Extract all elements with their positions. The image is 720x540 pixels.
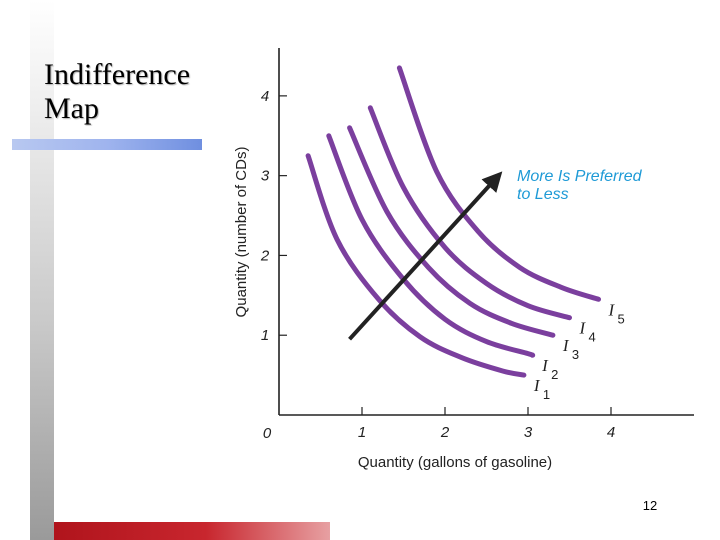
preference-annotation-line: to Less — [517, 186, 569, 203]
preference-arrow — [348, 171, 503, 341]
curve-label-subscript-3: 3 — [572, 347, 579, 362]
indifference-curve-1 — [305, 153, 527, 378]
x-tick-label: 1 — [358, 424, 366, 441]
bottom-decor-bar — [54, 522, 330, 540]
indifference-curve-2 — [326, 133, 536, 358]
curve-label-subscript-1: 1 — [543, 387, 550, 402]
y-tick-label: 4 — [261, 88, 269, 105]
x-tick-label: 3 — [524, 424, 533, 441]
y-axis-label: Quantity (number of CDs) — [233, 147, 250, 318]
slide-title-line: Indifference — [44, 58, 191, 91]
indifference-curve-3 — [347, 125, 556, 338]
curve-label-subscript-2: 2 — [551, 367, 558, 382]
x-tick-label: 2 — [440, 424, 450, 441]
left-decor-bar — [30, 0, 54, 540]
y-tick-label: 2 — [260, 247, 270, 264]
origin-label: 0 — [263, 425, 272, 442]
curve-label-2: I — [541, 356, 549, 375]
curve-label-4: I — [579, 319, 587, 338]
curve-label-subscript-4: 4 — [589, 330, 596, 345]
y-tick-label: 1 — [261, 327, 269, 344]
curve-label-3: I — [562, 336, 570, 355]
title-underline-bar — [12, 139, 202, 150]
preference-annotation-line: More Is Preferred — [517, 168, 643, 185]
indifference-curve-5 — [396, 65, 601, 302]
x-axis-label: Quantity (gallons of gasoline) — [358, 454, 552, 471]
curve-label-1: I — [533, 376, 541, 395]
y-tick-label: 3 — [261, 168, 270, 185]
curve-label-subscript-5: 5 — [618, 311, 625, 326]
x-tick-label: 4 — [607, 424, 615, 441]
page-number: 12 — [642, 498, 658, 513]
slide-title: Indifference Map — [44, 58, 214, 126]
slide-title-line: Map — [44, 92, 99, 125]
curve-label-5: I — [608, 300, 616, 319]
indifference-curve-4 — [367, 105, 572, 321]
